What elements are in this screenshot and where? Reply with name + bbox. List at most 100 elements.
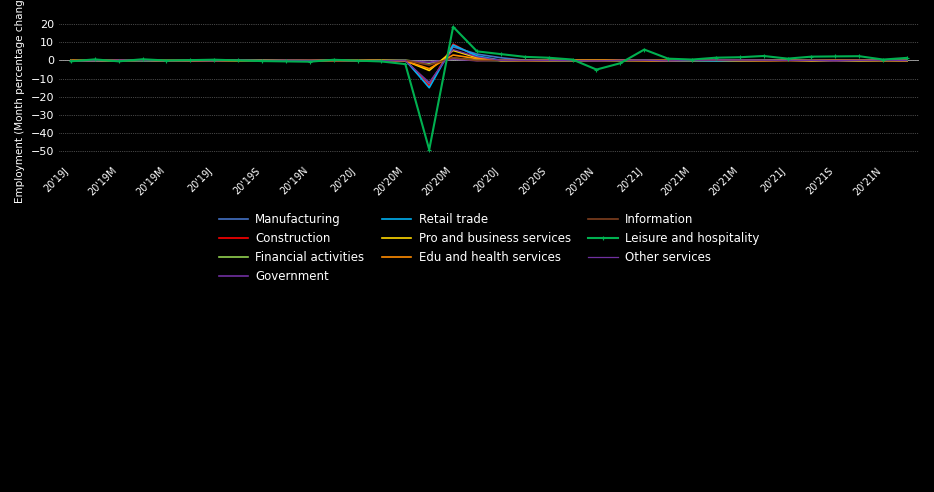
Government <box>878 58 889 63</box>
Manufacturing <box>280 58 291 64</box>
Pro and business services <box>591 58 602 63</box>
Information <box>806 57 817 63</box>
Other services <box>233 58 244 63</box>
Retail trade <box>854 58 865 63</box>
Construction <box>89 57 100 63</box>
Financial activities <box>662 58 673 63</box>
Line: Financial activities: Financial activities <box>71 58 907 63</box>
Pro and business services <box>65 58 77 63</box>
Leisure and hospitality <box>375 59 387 64</box>
Retail trade <box>89 58 100 64</box>
Pro and business services <box>304 58 316 63</box>
Information <box>113 58 124 63</box>
Manufacturing <box>208 58 219 64</box>
Manufacturing <box>375 58 387 63</box>
Y-axis label: Employment (Month percentage change, %): Employment (Month percentage change, %) <box>15 0 25 203</box>
Retail trade <box>782 57 793 63</box>
Retail trade <box>65 58 77 63</box>
Leisure and hospitality <box>185 57 196 63</box>
Pro and business services <box>711 57 722 63</box>
Financial activities <box>185 58 196 63</box>
Information <box>734 58 745 63</box>
Financial activities <box>257 58 268 63</box>
Construction <box>901 58 913 63</box>
Pro and business services <box>686 58 698 63</box>
Leisure and hospitality <box>472 48 483 54</box>
Information <box>352 58 363 63</box>
Construction <box>257 58 268 63</box>
Information <box>65 58 77 63</box>
Manufacturing <box>472 51 483 57</box>
Construction <box>829 58 841 63</box>
Construction <box>233 58 244 63</box>
Manufacturing <box>543 58 554 63</box>
Pro and business services <box>901 58 913 63</box>
Retail trade <box>567 58 578 63</box>
Manufacturing <box>65 57 77 63</box>
Retail trade <box>280 58 291 63</box>
Manufacturing <box>806 58 817 63</box>
Manufacturing <box>233 57 244 63</box>
Line: Leisure and hospitality: Leisure and hospitality <box>69 25 909 152</box>
Other services <box>447 47 459 53</box>
Leisure and hospitality <box>447 24 459 30</box>
Financial activities <box>711 58 722 63</box>
Leisure and hospitality <box>543 55 554 61</box>
Pro and business services <box>375 57 387 63</box>
Construction <box>424 83 435 89</box>
Pro and business services <box>878 58 889 64</box>
Retail trade <box>662 58 673 64</box>
Construction <box>591 58 602 63</box>
Information <box>208 58 219 63</box>
Information <box>901 58 913 63</box>
Manufacturing <box>639 58 650 63</box>
Other services <box>304 58 316 63</box>
Leisure and hospitality <box>901 55 913 61</box>
Leisure and hospitality <box>662 56 673 62</box>
Information <box>185 58 196 63</box>
Construction <box>543 57 554 63</box>
Line: Manufacturing: Manufacturing <box>71 47 907 84</box>
Information <box>878 58 889 64</box>
Government <box>257 57 268 63</box>
Financial activities <box>854 58 865 63</box>
Edu and health services <box>711 58 722 63</box>
Information <box>472 58 483 63</box>
Construction <box>400 57 411 63</box>
Pro and business services <box>447 48 459 54</box>
Edu and health services <box>424 66 435 72</box>
Manufacturing <box>447 44 459 50</box>
Information <box>304 57 316 63</box>
Retail trade <box>352 58 363 64</box>
Other services <box>615 57 626 63</box>
Information <box>567 58 578 63</box>
Line: Pro and business services: Pro and business services <box>71 51 907 70</box>
Government <box>447 56 459 62</box>
Other services <box>806 58 817 63</box>
Leisure and hospitality <box>711 55 722 61</box>
Financial activities <box>472 57 483 63</box>
Pro and business services <box>208 58 219 63</box>
Financial activities <box>591 58 602 63</box>
Other services <box>829 58 841 63</box>
Manufacturing <box>878 58 889 64</box>
Financial activities <box>137 58 149 63</box>
Edu and health services <box>185 58 196 64</box>
Leisure and hospitality <box>113 59 124 64</box>
Information <box>758 58 770 63</box>
Construction <box>185 57 196 63</box>
Edu and health services <box>615 57 626 63</box>
Government <box>400 58 411 64</box>
Construction <box>615 58 626 64</box>
Manufacturing <box>662 58 673 63</box>
Other services <box>328 58 339 63</box>
Manufacturing <box>591 58 602 63</box>
Manufacturing <box>352 58 363 64</box>
Pro and business services <box>424 67 435 73</box>
Information <box>495 57 506 63</box>
Edu and health services <box>280 58 291 63</box>
Other services <box>686 58 698 63</box>
Financial activities <box>878 58 889 63</box>
Information <box>854 58 865 63</box>
Other services <box>782 57 793 63</box>
